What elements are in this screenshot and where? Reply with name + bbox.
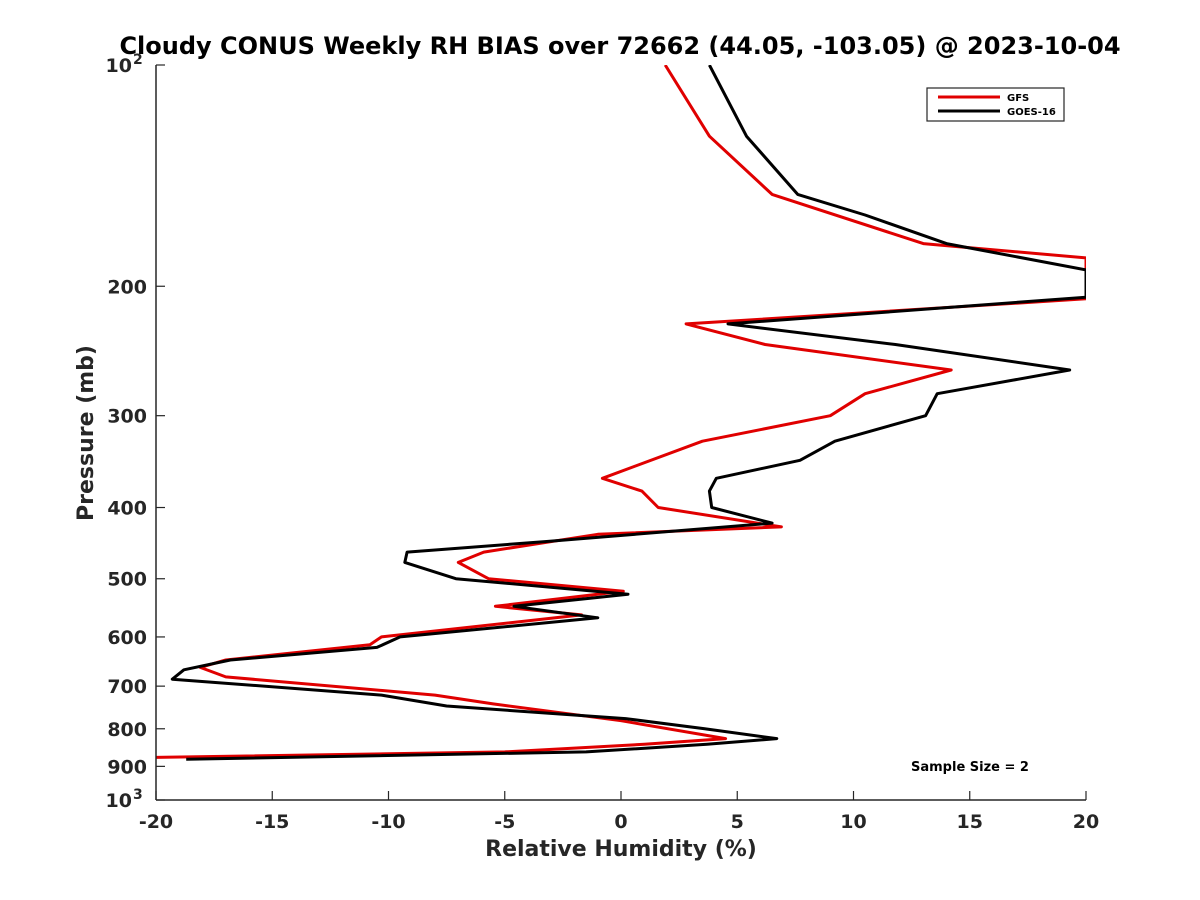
series-line-gfs (156, 65, 1086, 759)
x-tick-label: -15 (255, 811, 289, 833)
sample-size-note: Sample Size = 2 (911, 760, 1029, 775)
chart-title: Cloudy CONUS Weekly RH BIAS over 72662 (… (119, 32, 1120, 60)
x-tick-label: -20 (139, 811, 173, 833)
y-axis-ticks: 102 200 300 400 500 600 700 800 900 103 (106, 52, 165, 812)
x-tick-label: -10 (371, 811, 405, 833)
y-tick-label: 500 (107, 569, 147, 591)
y-axis-label: Pressure (mb) (74, 345, 99, 521)
x-tick-label: 10 (840, 811, 866, 833)
x-tick-label: 5 (731, 811, 744, 833)
legend-label-goes16: GOES-16 (1007, 107, 1056, 118)
legend-box (926, 87, 1065, 122)
y-tick-label: 800 (107, 719, 147, 741)
y-tick-label: 600 (107, 627, 147, 649)
legend-label-gfs: GFS (1007, 93, 1029, 104)
x-tick-label: 20 (1073, 811, 1099, 833)
legend: GFS GOES-16 (926, 87, 1065, 122)
x-axis-ticks: -20 -15 -10 -5 0 5 10 15 20 (139, 791, 1099, 833)
y-tick-label: 700 (107, 676, 147, 698)
x-axis-label: Relative Humidity (%) (485, 837, 757, 862)
y-tick-label: 103 (106, 787, 143, 812)
y-tick-label: 900 (107, 756, 147, 778)
y-tick-label: 200 (107, 276, 147, 298)
x-tick-label: 15 (957, 811, 983, 833)
series-layer (156, 65, 1086, 761)
x-tick-label: -5 (494, 811, 515, 833)
series-line-goes-16 (170, 65, 1086, 761)
y-tick-label: 400 (107, 498, 147, 520)
y-tick-label: 102 (106, 52, 143, 77)
x-tick-label: 0 (614, 811, 627, 833)
y-tick-label: 300 (107, 406, 147, 428)
